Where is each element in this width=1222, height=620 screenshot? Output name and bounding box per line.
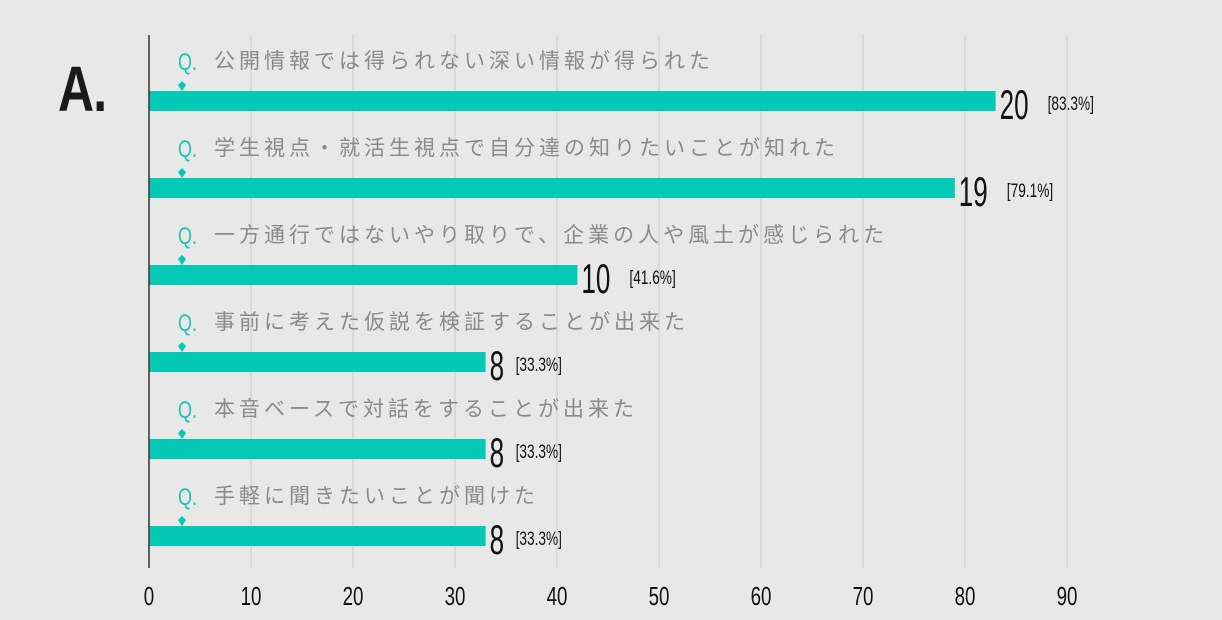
bar bbox=[149, 178, 955, 198]
value-label: 10 bbox=[581, 256, 610, 303]
question-mark: Q. bbox=[178, 398, 197, 424]
bars bbox=[149, 81, 996, 546]
bar-pointer-marker bbox=[178, 81, 186, 91]
question-mark: Q. bbox=[178, 311, 197, 337]
x-tick-label: 60 bbox=[751, 581, 772, 611]
category-label: 学生視点・就活生視点で自分達の知りたいことが知れた bbox=[214, 136, 839, 160]
category-label: 一方通行ではないやり取りで、企業の人や風土が感じられた bbox=[214, 223, 888, 247]
question-mark: Q. bbox=[178, 50, 197, 76]
value-label: 8 bbox=[490, 517, 504, 564]
category-labels: Q. 公開情報では得られない深い情報が得られた Q. 学生視点・就活生視点で自分達の知… bbox=[178, 49, 888, 511]
value-label: 20 bbox=[1000, 82, 1029, 129]
question-mark: Q. bbox=[178, 137, 197, 163]
x-tick-label: 0 bbox=[144, 581, 154, 611]
x-tick-label: 50 bbox=[649, 581, 670, 611]
bar-pointer-marker bbox=[178, 516, 186, 526]
value-labels: 20 [83.3%] 19 [79.1%] 10 [41.6%] 8 [33.3%] 8 [33.… bbox=[490, 82, 1094, 564]
bar-pointer-marker bbox=[178, 429, 186, 439]
x-tick-label: 70 bbox=[853, 581, 874, 611]
answer-mark: A. bbox=[58, 53, 107, 125]
x-tick-label: 30 bbox=[445, 581, 466, 611]
value-label: 8 bbox=[490, 430, 504, 477]
percent-label: [41.6%] bbox=[629, 267, 675, 289]
x-tick-label: 80 bbox=[955, 581, 976, 611]
bar-pointer-marker bbox=[178, 255, 186, 265]
bar bbox=[149, 526, 486, 546]
x-tick-label: 40 bbox=[547, 581, 568, 611]
bar-pointer-marker bbox=[178, 168, 186, 178]
bar bbox=[149, 265, 578, 285]
x-axis-ticks: 0 10 20 30 40 50 60 70 80 90 bbox=[144, 581, 1078, 611]
bar bbox=[149, 91, 996, 111]
percent-label: [33.3%] bbox=[516, 441, 562, 463]
category-label: 事前に考えた仮説を検証することが出来た bbox=[214, 310, 689, 334]
percent-label: [83.3%] bbox=[1048, 93, 1094, 115]
bar bbox=[149, 439, 486, 459]
question-mark: Q. bbox=[178, 485, 197, 511]
bar-pointer-marker bbox=[178, 342, 186, 352]
category-label: 手軽に聞きたいことが聞けた bbox=[214, 484, 539, 508]
grid-lines bbox=[250, 35, 1068, 568]
bar bbox=[149, 352, 486, 372]
x-tick-label: 10 bbox=[241, 581, 262, 611]
question-mark: Q. bbox=[178, 224, 197, 250]
category-label: 公開情報では得られない深い情報が得られた bbox=[214, 49, 714, 73]
value-label: 19 bbox=[959, 169, 988, 216]
category-label: 本音ベースで対話をすることが出来た bbox=[214, 397, 638, 421]
value-label: 8 bbox=[490, 343, 504, 390]
percent-label: [79.1%] bbox=[1007, 180, 1053, 202]
x-tick-label: 90 bbox=[1057, 581, 1078, 611]
percent-label: [33.3%] bbox=[516, 528, 562, 550]
percent-label: [33.3%] bbox=[516, 354, 562, 376]
x-tick-label: 20 bbox=[343, 581, 364, 611]
